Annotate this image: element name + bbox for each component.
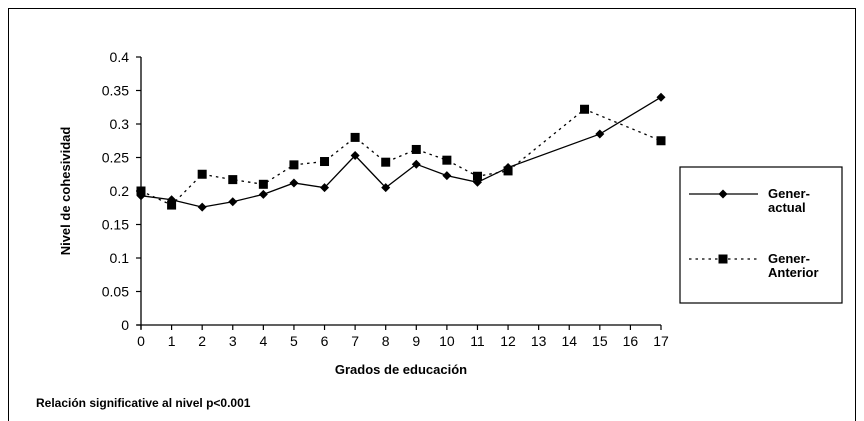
x-tick-label: 7 — [351, 333, 359, 349]
data-point-diamond — [289, 178, 299, 188]
data-point-square — [656, 136, 666, 146]
x-tick-label: 5 — [290, 333, 298, 349]
data-point-diamond — [197, 202, 207, 212]
series-line-2 — [140, 108, 662, 206]
x-tick-label: 10 — [439, 333, 455, 349]
data-point-square — [381, 157, 391, 167]
data-point-square — [258, 179, 268, 189]
data-point-square — [411, 144, 421, 154]
data-point-square — [472, 171, 482, 181]
data-point-diamond — [228, 197, 238, 207]
y-tick-label: 0 — [121, 317, 129, 333]
footnote: Relación significative al nivel p<0.001 — [36, 396, 251, 410]
x-tick-label: 2 — [198, 333, 206, 349]
y-tick-label: 0.3 — [110, 116, 130, 132]
x-tick-label: 4 — [259, 333, 267, 349]
x-tick-label: 6 — [321, 333, 329, 349]
chart-frame — [8, 8, 856, 421]
data-point-diamond — [350, 150, 360, 160]
y-tick-label: 0.2 — [110, 183, 130, 199]
data-point-square — [580, 104, 590, 114]
data-point-square — [350, 132, 360, 142]
data-point-square — [136, 186, 146, 196]
data-point-square — [167, 200, 177, 210]
x-tick-label: 1 — [168, 333, 176, 349]
data-point-diamond — [442, 171, 452, 181]
y-tick-label: 0.05 — [102, 284, 129, 300]
legend-box — [679, 166, 843, 304]
y-tick-label: 0.35 — [102, 83, 129, 99]
legend-label: Gener- — [768, 251, 810, 266]
x-tick-label: 0 — [137, 333, 145, 349]
legend-label: actual — [768, 200, 806, 215]
x-axis-title: Grados de educación — [335, 362, 467, 377]
y-tick-label: 0.25 — [102, 150, 129, 166]
data-point-square — [503, 166, 513, 176]
x-tick-label: 17 — [653, 333, 669, 349]
data-point-square — [228, 175, 238, 185]
data-point-square — [197, 169, 207, 179]
y-axis-title: Nivel de cohesividad — [58, 127, 73, 256]
x-tick-label: 16 — [623, 333, 639, 349]
legend-label: Anterior — [768, 265, 819, 280]
data-point-diamond — [320, 183, 330, 193]
data-point-diamond — [656, 92, 666, 102]
x-tick-label: 9 — [412, 333, 420, 349]
data-point-square — [320, 157, 330, 167]
y-tick-label: 0.15 — [102, 217, 129, 233]
legend-label: Gener- — [768, 186, 810, 201]
data-point-diamond — [258, 189, 268, 199]
x-tick-label: 3 — [229, 333, 237, 349]
data-point-diamond — [595, 129, 605, 139]
x-tick-label: 15 — [592, 333, 608, 349]
data-point-diamond — [381, 183, 391, 193]
x-tick-label: 11 — [470, 333, 485, 349]
data-point-square — [289, 160, 299, 170]
x-tick-label: 12 — [500, 333, 516, 349]
data-point-diamond — [411, 159, 421, 169]
x-tick-label: 8 — [382, 333, 390, 349]
x-tick-label: 14 — [561, 333, 577, 349]
y-tick-label: 0.1 — [110, 250, 130, 266]
data-point-square — [442, 155, 452, 165]
x-tick-label: 13 — [531, 333, 547, 349]
y-tick-label: 0.4 — [110, 49, 130, 65]
legend-marker-diamond — [718, 189, 728, 199]
legend-marker-square — [718, 254, 728, 264]
